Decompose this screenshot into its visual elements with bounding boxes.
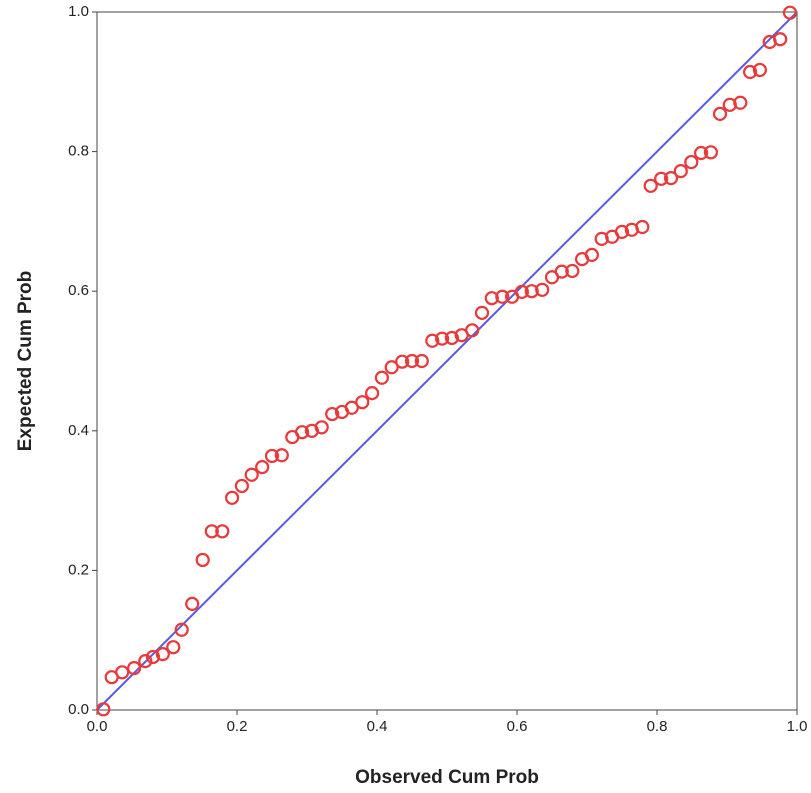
y-tick-label: 1.0	[68, 3, 89, 20]
point	[138, 654, 153, 669]
point	[643, 178, 658, 193]
point	[145, 649, 161, 665]
point	[325, 406, 340, 422]
point	[195, 552, 210, 568]
point	[127, 661, 142, 676]
point	[155, 647, 170, 662]
point	[782, 5, 798, 20]
point	[115, 665, 130, 680]
point	[174, 622, 189, 637]
point	[344, 400, 359, 415]
x-tick-label: 0.0	[87, 718, 108, 735]
point	[295, 425, 310, 440]
point	[244, 467, 259, 482]
point	[584, 247, 600, 263]
reference-line	[96, 11, 798, 711]
point	[384, 360, 399, 375]
point	[395, 354, 410, 369]
x-tick-label: 1.0	[787, 718, 808, 735]
point	[773, 32, 788, 47]
point	[204, 524, 219, 539]
point	[96, 702, 111, 717]
point	[554, 264, 569, 279]
point	[614, 224, 630, 239]
y-tick-label: 0.8	[68, 143, 89, 160]
point	[752, 62, 768, 78]
point	[274, 448, 289, 463]
point	[414, 353, 429, 369]
point	[474, 305, 490, 320]
x-axis-title: Observed Cum Prob	[355, 767, 539, 788]
point	[255, 459, 270, 475]
point	[524, 284, 539, 299]
point	[444, 330, 459, 346]
point	[514, 284, 530, 299]
point	[742, 64, 758, 80]
point	[225, 490, 240, 505]
point	[215, 524, 230, 539]
point	[166, 640, 181, 655]
point	[684, 154, 699, 170]
x-tick-label: 0.4	[367, 718, 388, 735]
point	[465, 323, 480, 338]
point	[565, 263, 580, 279]
point	[654, 171, 669, 186]
y-tick-label: 0.2	[68, 561, 89, 578]
point	[365, 386, 380, 401]
point	[495, 289, 510, 304]
y-tick-label: 0.4	[68, 422, 89, 439]
x-tick-label: 0.8	[647, 718, 668, 735]
point	[374, 370, 389, 385]
point	[733, 95, 748, 110]
x-tick-label: 0.6	[507, 718, 528, 735]
y-tick-label: 0.6	[68, 282, 89, 299]
y-axis-title: Expected Cum Prob	[15, 271, 36, 452]
point	[404, 353, 420, 369]
point	[673, 164, 688, 179]
point	[314, 420, 329, 435]
point	[663, 171, 679, 186]
point	[425, 333, 440, 348]
point	[693, 145, 709, 161]
point	[635, 219, 650, 235]
x-tick-label: 0.2	[227, 718, 248, 735]
point	[435, 331, 450, 346]
point	[703, 145, 719, 160]
point	[355, 395, 370, 410]
point	[535, 282, 550, 297]
point	[234, 478, 249, 494]
point	[264, 448, 280, 464]
point	[712, 106, 728, 122]
point	[185, 596, 200, 612]
point	[484, 291, 499, 306]
y-tick-label: 0.0	[68, 701, 89, 718]
